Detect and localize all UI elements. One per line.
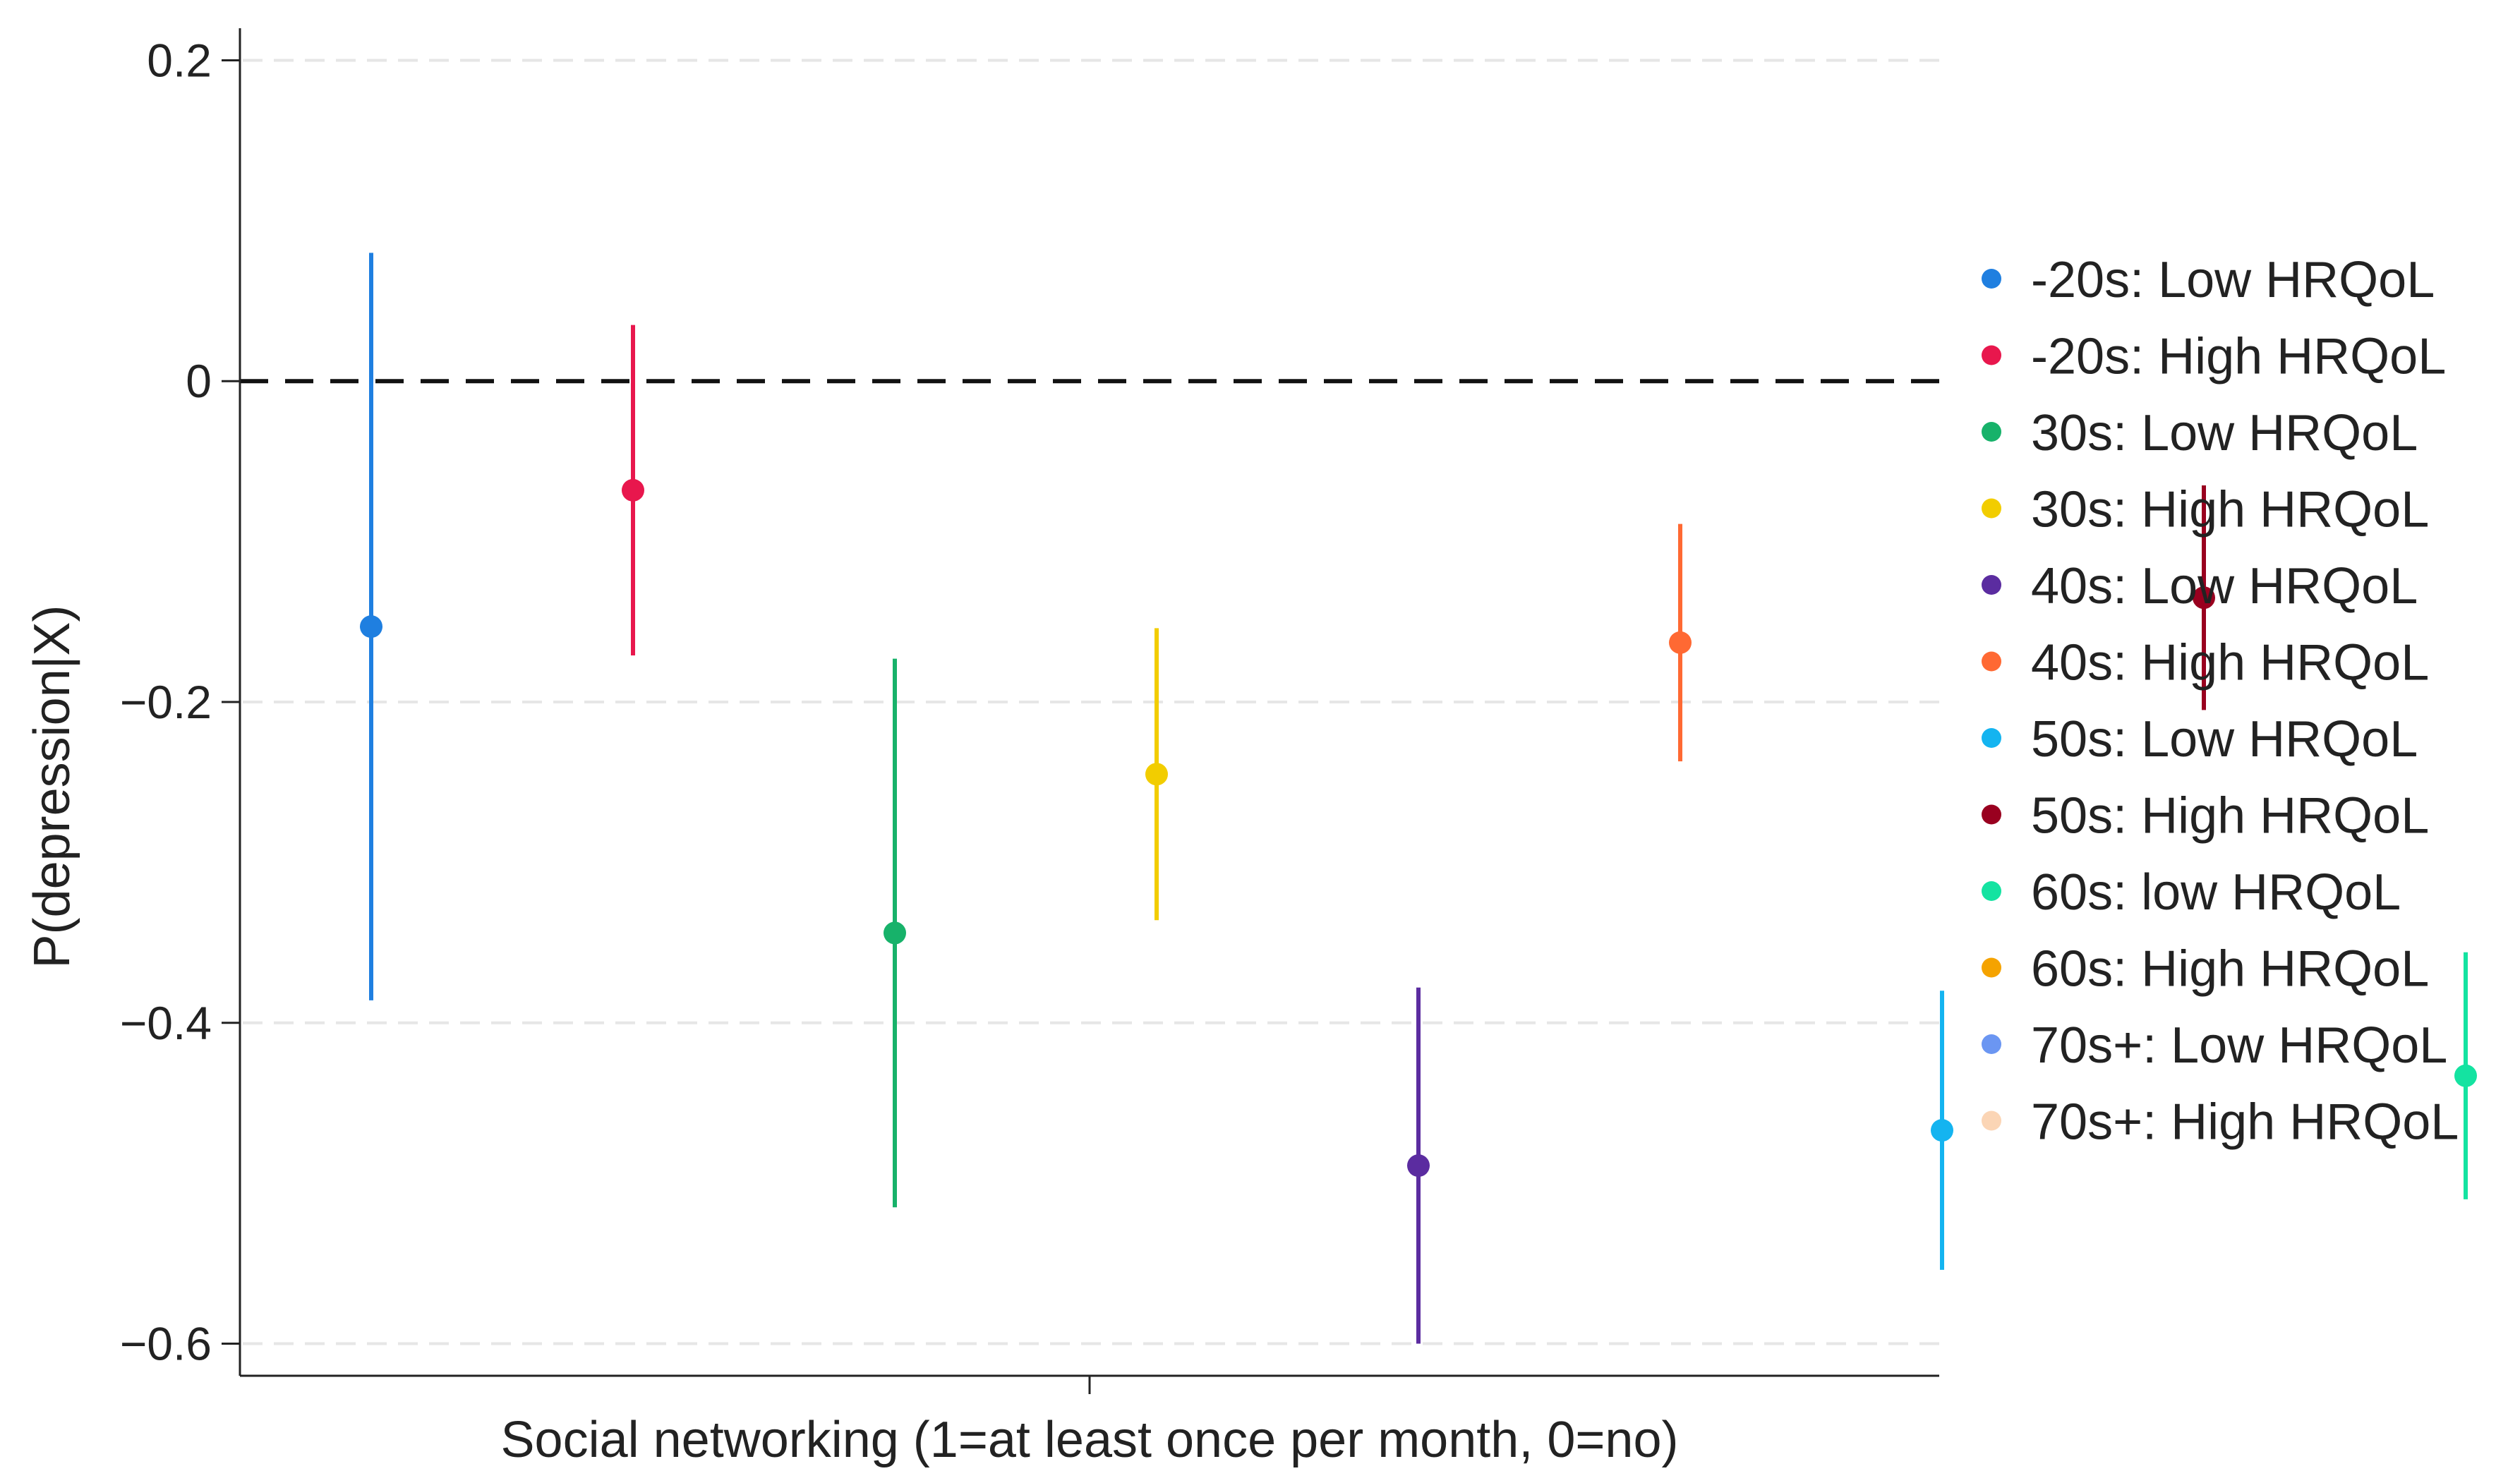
point-estimate xyxy=(1145,763,1168,786)
series-9 xyxy=(2454,952,2477,1199)
legend-marker xyxy=(1982,804,2001,825)
y-tick-label: −0.2 xyxy=(120,676,212,728)
legend-item: 30s: Low HRQoL xyxy=(1982,405,2418,461)
legend-item: 60s: low HRQoL xyxy=(1982,864,2401,921)
legend: -20s: Low HRQoL -20s: High HRQoL 30s: Low … xyxy=(1982,252,2459,1151)
legend-label: 50s: High HRQoL xyxy=(2031,788,2429,845)
y-tick-label: −0.4 xyxy=(120,997,212,1049)
point-estimate xyxy=(1669,631,1692,654)
y-tick-label: 0.2 xyxy=(147,34,212,86)
legend-marker xyxy=(1982,498,2001,519)
y-tick-label: −0.6 xyxy=(120,1318,212,1370)
legend-marker xyxy=(1982,269,2001,289)
y-axis-label: P(depression|X) xyxy=(24,605,80,969)
legend-item: 60s: High HRQoL xyxy=(1982,941,2429,998)
y-tick-label: 0 xyxy=(186,355,212,407)
legend-label: 70s+: High HRQoL xyxy=(2031,1094,2459,1151)
legend-marker xyxy=(1982,345,2001,365)
legend-label: 40s: High HRQoL xyxy=(2031,635,2429,691)
legend-item: 50s: High HRQoL xyxy=(1982,788,2429,845)
legend-item: 50s: Low HRQoL xyxy=(1982,711,2418,768)
legend-item: 40s: High HRQoL xyxy=(1982,635,2429,691)
point-estimate xyxy=(1407,1154,1430,1178)
legend-marker xyxy=(1982,422,2001,442)
series-4 xyxy=(1145,628,1168,921)
legend-label: -20s: Low HRQoL xyxy=(2031,252,2435,308)
series-2 xyxy=(622,325,644,656)
gridlines xyxy=(243,59,1939,1345)
x-axis-label: Social networking (1=at least once per m… xyxy=(501,1412,1679,1468)
point-estimate xyxy=(884,921,906,945)
legend-marker xyxy=(1982,575,2001,595)
legend-label: 70s+: Low HRQoL xyxy=(2031,1017,2447,1074)
series-6 xyxy=(1669,523,1692,762)
series-group xyxy=(360,253,2477,1344)
point-estimate xyxy=(2454,1064,2477,1087)
legend-label: 40s: Low HRQoL xyxy=(2031,558,2418,615)
series-5 xyxy=(1407,987,1430,1344)
legend-marker xyxy=(1982,1110,2001,1131)
point-estimate xyxy=(1931,1119,1953,1142)
legend-item: 70s+: High HRQoL xyxy=(1982,1094,2459,1151)
legend-label: 50s: Low HRQoL xyxy=(2031,711,2418,768)
point-estimate xyxy=(360,615,382,638)
y-ticks: 0.2 0 −0.2 −0.4 −0.6 xyxy=(120,34,240,1370)
legend-item: 30s: High HRQoL xyxy=(1982,482,2429,538)
legend-label: -20s: High HRQoL xyxy=(2031,329,2446,385)
series-7 xyxy=(1931,991,1953,1270)
legend-label: 30s: High HRQoL xyxy=(2031,482,2429,538)
legend-marker xyxy=(1982,651,2001,672)
series-3 xyxy=(884,658,906,1208)
legend-item: 40s: Low HRQoL xyxy=(1982,558,2418,615)
legend-label: 60s: low HRQoL xyxy=(2031,864,2401,921)
legend-marker xyxy=(1982,1034,2001,1054)
legend-item: -20s: High HRQoL xyxy=(1982,329,2446,385)
series-1 xyxy=(360,253,382,1000)
axes xyxy=(239,28,1939,1394)
legend-label: 60s: High HRQoL xyxy=(2031,941,2429,998)
point-estimate xyxy=(622,478,644,502)
series-8 xyxy=(2193,485,2215,710)
legend-item: -20s: Low HRQoL xyxy=(1982,252,2435,308)
legend-label: 30s: Low HRQoL xyxy=(2031,405,2418,461)
point-estimate xyxy=(2193,586,2215,610)
legend-marker xyxy=(1982,881,2001,901)
legend-marker xyxy=(1982,957,2001,978)
legend-marker xyxy=(1982,728,2001,748)
legend-item: 70s+: Low HRQoL xyxy=(1982,1017,2447,1074)
